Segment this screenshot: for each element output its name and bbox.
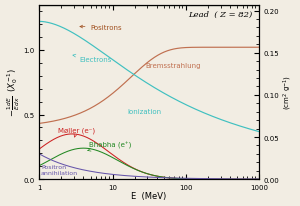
Text: Lead  ( Z = 82): Lead ( Z = 82)	[188, 11, 252, 19]
Text: Positrons: Positrons	[80, 25, 122, 30]
Y-axis label: (cm$^2$ g$^{-1}$): (cm$^2$ g$^{-1}$)	[282, 75, 294, 110]
Text: Positron
annihilation: Positron annihilation	[41, 165, 78, 175]
Text: Ionization: Ionization	[128, 108, 162, 114]
Text: Møller (e⁻): Møller (e⁻)	[58, 127, 95, 137]
X-axis label: E  (MeV): E (MeV)	[131, 192, 167, 200]
Y-axis label: $-\frac{1}{E}\frac{dE}{dx}$  $(X_0^{-1})$: $-\frac{1}{E}\frac{dE}{dx}$ $(X_0^{-1})$	[6, 68, 22, 117]
Text: Bhabha (e⁺): Bhabha (e⁺)	[87, 141, 132, 151]
Text: Electrons: Electrons	[73, 55, 112, 63]
Text: Bremsstrahlung: Bremsstrahlung	[145, 63, 201, 69]
